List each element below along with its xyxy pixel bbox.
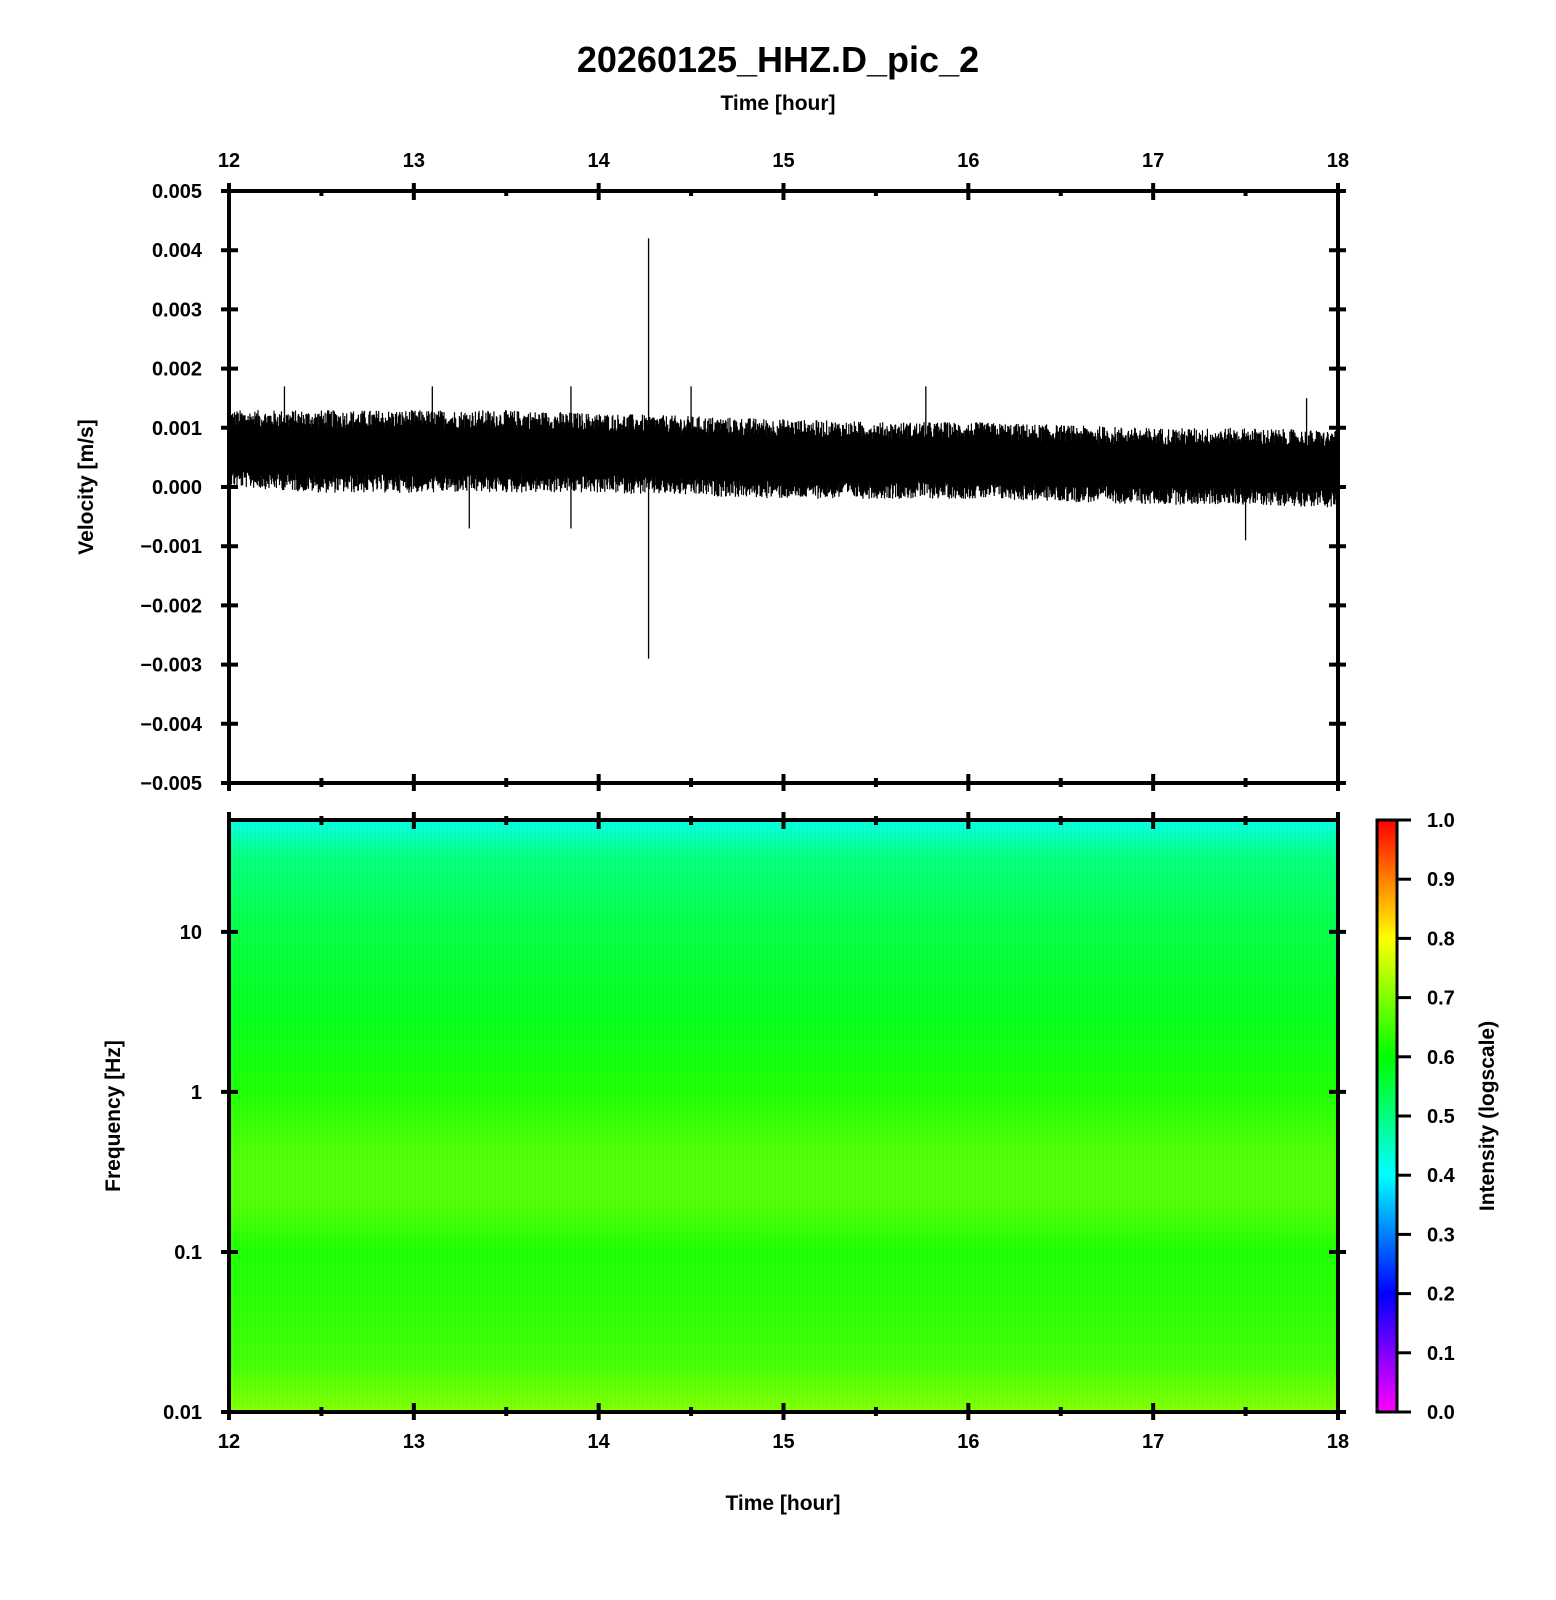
top-x-tick-label: 17 bbox=[1142, 150, 1164, 172]
top-x-axis-label: Time [hour] bbox=[720, 92, 835, 115]
bottom-x-tick-label: 14 bbox=[588, 1431, 611, 1453]
bottom-x-tick-label: 17 bbox=[1142, 1431, 1164, 1453]
waveform-y-tick-label: 0.004 bbox=[152, 240, 203, 262]
colorbar-tick-label: 1.0 bbox=[1427, 810, 1455, 832]
waveform-y-tick-label: 0.000 bbox=[152, 477, 202, 499]
colorbar-tick-label: 0.4 bbox=[1427, 1165, 1456, 1187]
spectrogram-stripes bbox=[229, 820, 1338, 1412]
bottom-x-tick-label: 18 bbox=[1327, 1431, 1349, 1453]
top-x-tick-label: 12 bbox=[218, 150, 240, 172]
colorbar-gradient bbox=[1377, 820, 1397, 1412]
colorbar-label: Intensity (logscale) bbox=[1476, 1021, 1499, 1211]
waveform-series bbox=[228, 410, 1339, 508]
colorbar-tick-label: 0.6 bbox=[1427, 1047, 1455, 1069]
waveform-y-axis-label: Velocity [m/s] bbox=[75, 419, 98, 554]
waveform-y-tick-label: 0.003 bbox=[152, 299, 202, 321]
waveform-y-tick-label: 0.005 bbox=[152, 181, 202, 203]
chart-title: 20260125_HHZ.D_pic_2 bbox=[577, 39, 979, 80]
waveform-y-tick-label: −0.003 bbox=[140, 655, 202, 677]
spectrogram-ticks: 12 13 14 15 16 17 18 0.01 0.1 1 10 bbox=[163, 812, 1349, 1453]
colorbar-tick-label: 0.3 bbox=[1427, 1224, 1455, 1246]
colorbar-tick-label: 0.1 bbox=[1427, 1343, 1455, 1365]
colorbar-tick-label: 0.5 bbox=[1427, 1106, 1455, 1128]
top-x-tick-label: 18 bbox=[1327, 150, 1349, 172]
bottom-x-tick-label: 12 bbox=[218, 1431, 240, 1453]
colorbar-tick-label: 0.8 bbox=[1427, 928, 1455, 950]
colorbar-tick-label: 0.0 bbox=[1427, 1402, 1455, 1424]
waveform-panel: 12 13 14 15 16 17 18 −0.005 −0.004 −0.003 −0.002 −0… bbox=[75, 150, 1349, 795]
waveform-y-tick-label: −0.005 bbox=[140, 773, 202, 795]
waveform-y-tick-label: −0.002 bbox=[140, 595, 202, 617]
colorbar-tick-label: 0.2 bbox=[1427, 1284, 1455, 1306]
waveform-y-tick-label: 0.002 bbox=[152, 359, 202, 381]
spectrogram-y-axis-label: Frequency [Hz] bbox=[102, 1040, 125, 1192]
colorbar-tick-label: 0.7 bbox=[1427, 988, 1455, 1010]
colorbar: 0.0 0.1 0.2 0.3 0.4 0.5 0.6 0.7 0.8 0.9 1.0 Intens… bbox=[1375, 810, 1499, 1424]
bottom-x-axis-label: Time [hour] bbox=[725, 1492, 840, 1515]
waveform-y-tick-label: −0.001 bbox=[140, 536, 202, 558]
bottom-x-tick-label: 16 bbox=[957, 1431, 979, 1453]
spectrogram-y-tick-label: 10 bbox=[180, 922, 202, 944]
waveform-ticks: 12 13 14 15 16 17 18 −0.005 −0.004 −0.003 −0.002 −0… bbox=[140, 150, 1349, 795]
waveform-trace bbox=[228, 238, 1339, 659]
spectrogram-y-tick-label: 0.01 bbox=[163, 1402, 202, 1424]
top-x-tick-label: 15 bbox=[772, 150, 794, 172]
colorbar-tick-label: 0.9 bbox=[1427, 869, 1455, 891]
top-x-tick-label: 16 bbox=[957, 150, 979, 172]
bottom-x-tick-label: 13 bbox=[403, 1431, 425, 1453]
waveform-y-tick-label: 0.001 bbox=[152, 418, 202, 440]
spectrogram-y-tick-label: 0.1 bbox=[174, 1242, 202, 1264]
top-x-tick-label: 14 bbox=[588, 150, 611, 172]
waveform-y-tick-label: −0.004 bbox=[140, 714, 203, 736]
bottom-x-tick-label: 15 bbox=[772, 1431, 794, 1453]
colorbar-ticks: 0.0 0.1 0.2 0.3 0.4 0.5 0.6 0.7 0.8 0.9 1.0 bbox=[1397, 810, 1456, 1424]
spectrogram-y-tick-label: 1 bbox=[191, 1082, 202, 1104]
top-x-tick-label: 13 bbox=[403, 150, 425, 172]
